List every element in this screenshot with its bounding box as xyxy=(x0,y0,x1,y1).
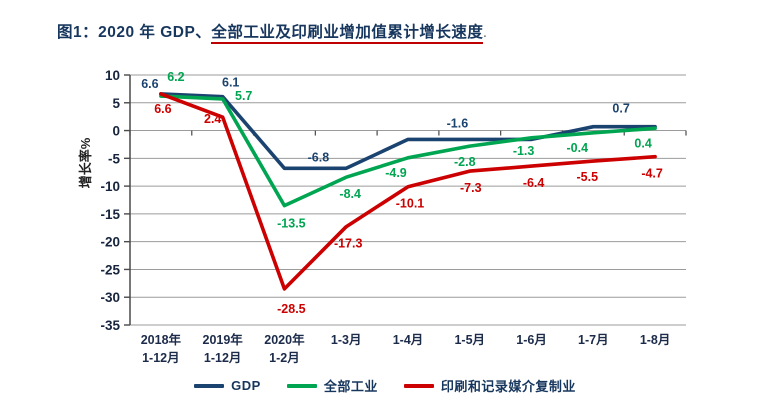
data-label-industry: -0.4 xyxy=(567,141,589,155)
x-tick-label: 1-2月 xyxy=(269,351,300,365)
data-label-industry: -1.3 xyxy=(513,144,535,158)
x-tick-label: 1-6月 xyxy=(516,333,547,347)
series-line-industry xyxy=(159,94,657,208)
data-label-printing: -17.3 xyxy=(334,237,363,251)
data-label-industry: 6.2 xyxy=(167,70,184,84)
x-tick-label: 2020年 xyxy=(264,332,305,347)
data-label-printing: -6.4 xyxy=(523,176,545,190)
y-tick-label: -25 xyxy=(100,262,120,277)
legend-line-swatch-industry xyxy=(286,383,317,388)
data-label-printing: -7.3 xyxy=(460,181,482,195)
series-line-gdp xyxy=(159,92,657,171)
legend-item-gdp: GDP xyxy=(194,378,261,393)
data-label-gdp: 6.6 xyxy=(141,77,158,91)
legend-line-swatch-gdp xyxy=(194,383,225,388)
legend-item-printing: 印刷和记录媒介复制业 xyxy=(403,376,576,395)
legend-label-gdp: GDP xyxy=(231,378,261,393)
y-tick-label: -15 xyxy=(100,207,120,222)
legend-label-printing: 印刷和记录媒介复制业 xyxy=(440,379,576,394)
x-tick-label: 1-12月 xyxy=(142,351,180,365)
x-tick-label: 1-4月 xyxy=(393,333,424,347)
x-tick-label: 1-7月 xyxy=(578,333,609,347)
y-tick-label: 0 xyxy=(112,124,120,139)
x-tick-label: 2018年 xyxy=(141,332,182,347)
legend-line-swatch-printing xyxy=(403,383,434,388)
data-label-industry: -8.4 xyxy=(339,187,361,201)
data-label-industry: -13.5 xyxy=(277,217,306,231)
y-tick-label: -35 xyxy=(100,318,120,333)
data-label-printing: 6.6 xyxy=(154,102,171,116)
data-label-industry: -4.9 xyxy=(385,166,407,180)
data-label-printing: -4.7 xyxy=(641,167,663,181)
y-tick-label: -10 xyxy=(100,179,120,194)
data-label-printing: -10.1 xyxy=(396,197,425,211)
data-label-printing: -5.5 xyxy=(577,170,599,184)
legend-label-industry: 全部工业 xyxy=(323,379,378,394)
x-tick-label: 1-5月 xyxy=(454,333,485,347)
y-axis-title: 增长率% xyxy=(78,137,93,188)
y-tick-label: -30 xyxy=(100,290,120,305)
y-tick-label: 10 xyxy=(105,68,120,83)
data-label-gdp: -1.6 xyxy=(447,116,469,130)
y-tick-label: -20 xyxy=(100,235,120,250)
x-tick-label: 1-8月 xyxy=(640,333,671,347)
series-line-printing xyxy=(159,92,657,291)
y-tick-label: -5 xyxy=(108,151,120,166)
legend-item-industry: 全部工业 xyxy=(286,376,378,395)
data-label-industry: 0.4 xyxy=(634,136,651,150)
data-label-printing: -28.5 xyxy=(277,302,306,316)
data-label-industry: -2.8 xyxy=(454,155,476,169)
figure-title-underlined-part: 全部工业及印刷业增加值累计增长速度 xyxy=(211,24,484,44)
figure-title-suffix: . xyxy=(483,28,487,40)
x-tick-label: 1-3月 xyxy=(331,333,362,347)
chart-legend: GDP 全部工业 印刷和记录媒介复制业 xyxy=(0,376,770,395)
data-label-gdp: 6.1 xyxy=(222,76,239,90)
figure-title-prefix: 图1：2020 年 GDP、 xyxy=(57,24,212,41)
data-label-printing: 2.4 xyxy=(204,112,221,126)
x-tick-label: 1-12月 xyxy=(204,351,242,365)
data-label-gdp: -6.8 xyxy=(308,150,330,164)
y-tick-label: 5 xyxy=(112,96,120,111)
data-label-industry: 5.7 xyxy=(235,89,252,103)
figure-title: 图1：2020 年 GDP、全部工业及印刷业增加值累计增长速度. xyxy=(57,20,487,44)
data-label-gdp: 0.7 xyxy=(612,102,629,116)
x-tick-label: 2019年 xyxy=(203,332,244,347)
